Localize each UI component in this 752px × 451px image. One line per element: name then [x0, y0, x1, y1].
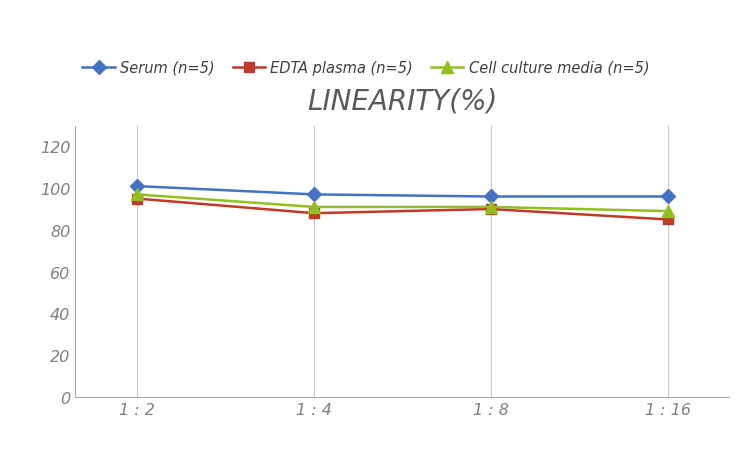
EDTA plasma (n=5)	[309, 211, 318, 216]
Cell culture media (n=5)	[663, 209, 672, 214]
Title: LINEARITY(%): LINEARITY(%)	[307, 87, 498, 115]
EDTA plasma (n=5)	[487, 207, 496, 212]
EDTA plasma (n=5)	[663, 217, 672, 223]
Cell culture media (n=5)	[487, 205, 496, 210]
EDTA plasma (n=5)	[132, 197, 141, 202]
Line: EDTA plasma (n=5): EDTA plasma (n=5)	[132, 194, 672, 225]
Serum (n=5)	[309, 192, 318, 198]
Line: Cell culture media (n=5): Cell culture media (n=5)	[132, 189, 673, 217]
Cell culture media (n=5)	[309, 205, 318, 210]
Serum (n=5)	[663, 194, 672, 200]
Serum (n=5)	[132, 184, 141, 189]
Cell culture media (n=5)	[132, 192, 141, 198]
Serum (n=5)	[487, 194, 496, 200]
Legend: Serum (n=5), EDTA plasma (n=5), Cell culture media (n=5): Serum (n=5), EDTA plasma (n=5), Cell cul…	[83, 60, 649, 75]
Line: Serum (n=5): Serum (n=5)	[132, 182, 672, 202]
